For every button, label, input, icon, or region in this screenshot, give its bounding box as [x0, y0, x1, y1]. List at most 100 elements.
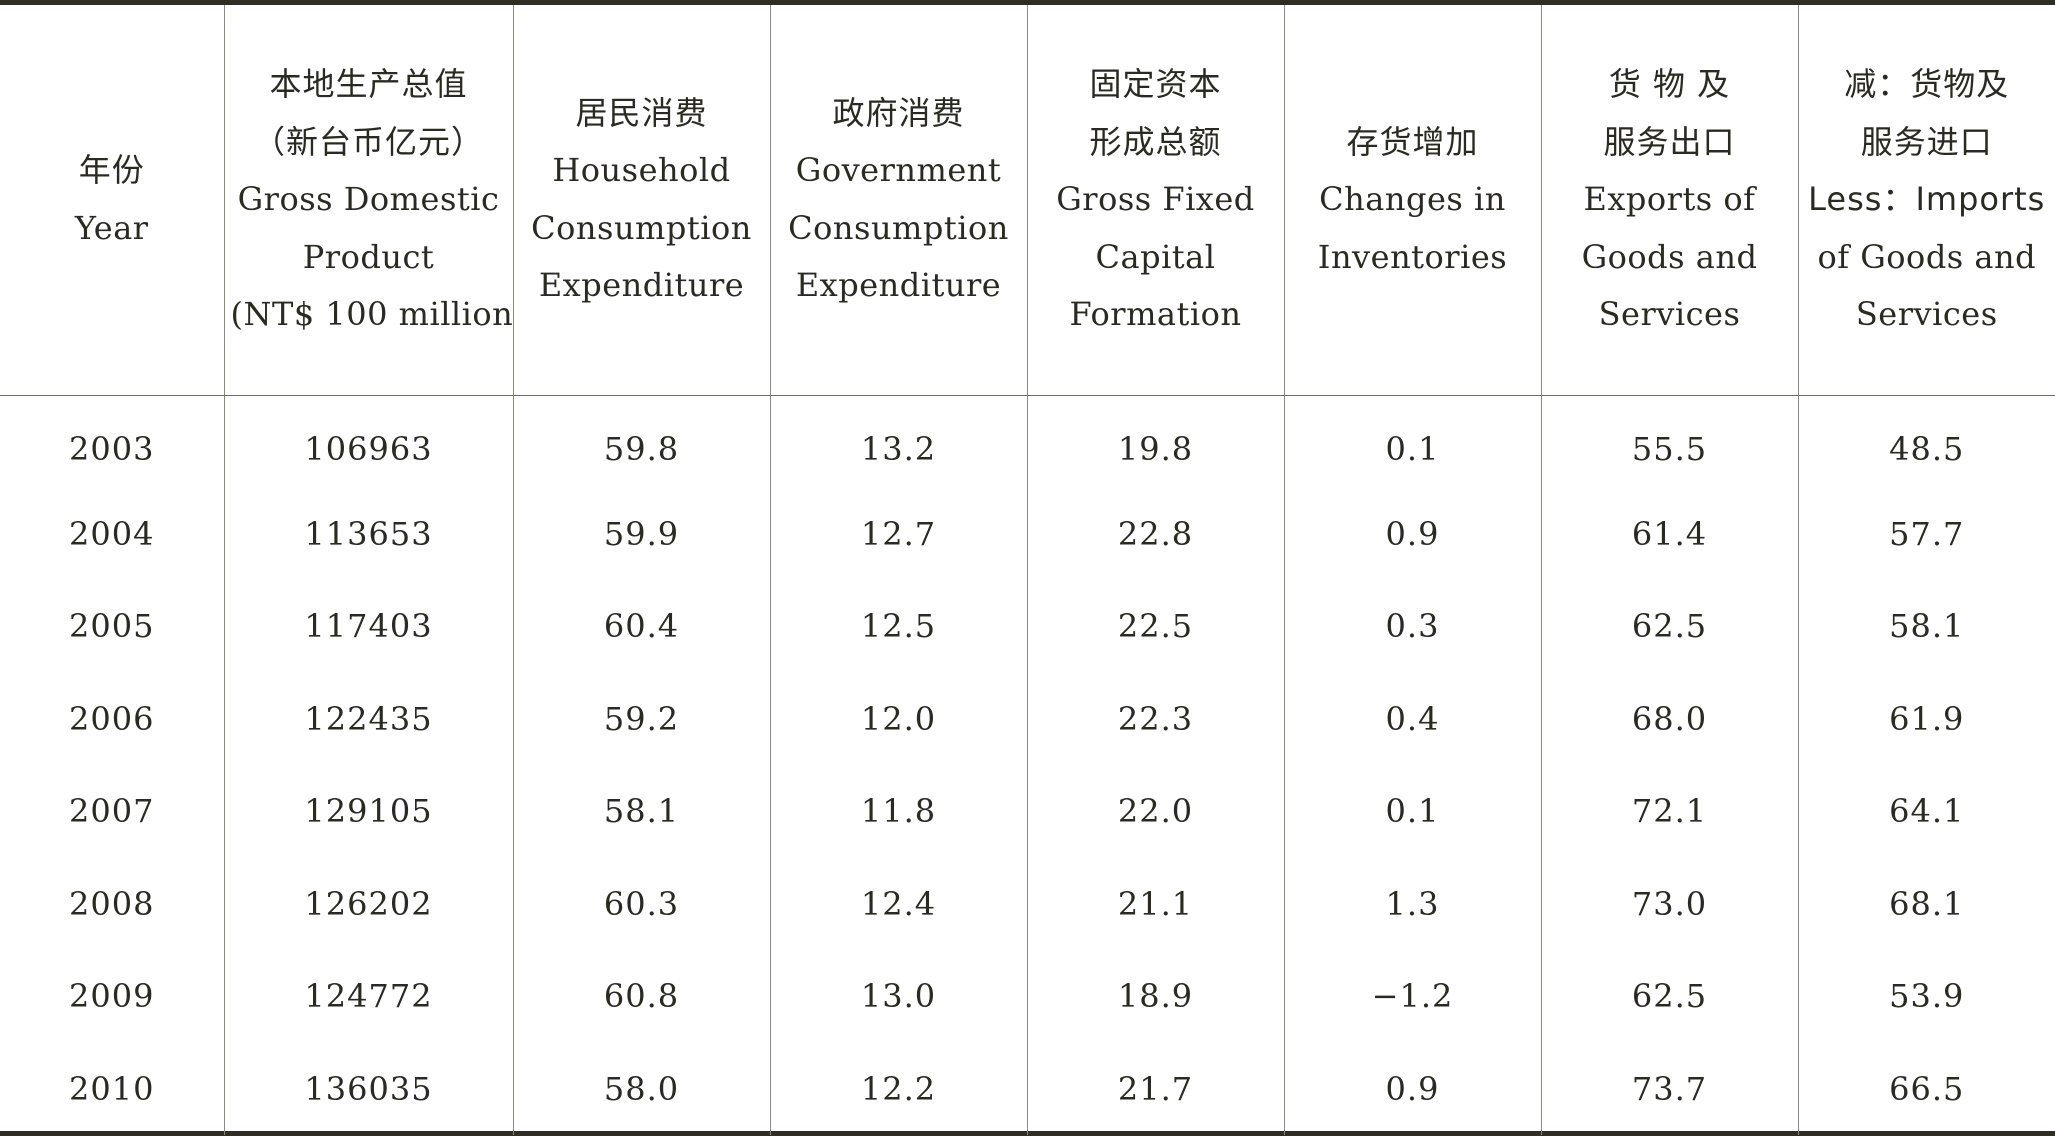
cell-gross-fixed-capital: 22.3: [1027, 672, 1285, 765]
table-row: 2010 136035 58.0 12.2 21.7 0.9 73.7 66.5: [0, 1042, 2055, 1135]
header-gdp: 本地生产总值 （新台币亿元） Gross Domestic Product (NT$ 1…: [224, 5, 514, 396]
header-line: Changes in: [1319, 180, 1506, 218]
header-line: Services: [1598, 295, 1741, 333]
cell-inventories: 0.3: [1284, 580, 1542, 673]
header-line: 固定资本: [1089, 65, 1222, 103]
cell-year: 2003: [0, 395, 225, 488]
cell-year: 2008: [0, 857, 225, 950]
cell-government: 13.2: [770, 395, 1028, 488]
header-line: 货 物 及: [1608, 65, 1731, 103]
cell-government: 12.0: [770, 672, 1028, 765]
header-line: Goods and: [1581, 237, 1758, 276]
header-government-consumption: 政府消费 Government Consumption Expenditure: [770, 5, 1028, 396]
cell-gdp: 117403: [224, 580, 514, 673]
cell-inventories: −1.2: [1284, 950, 1542, 1043]
cell-household: 60.8: [513, 950, 771, 1043]
cell-gross-fixed-capital: 22.5: [1027, 580, 1285, 673]
cell-government: 12.4: [770, 857, 1028, 950]
cell-gdp: 113653: [224, 487, 514, 580]
cell-imports: 66.5: [1889, 1069, 1965, 1108]
table-row: 2004 113653 59.9 12.7 22.8 0.9 61.4 57.7: [0, 487, 2055, 580]
cell-exports: 61.4: [1541, 487, 1799, 580]
cell-year: 2009: [0, 950, 225, 1043]
cell-household: 59.2: [513, 672, 771, 765]
cell-government: 11.8: [770, 765, 1028, 858]
cell-gross-fixed-capital: 22.8: [1027, 487, 1285, 580]
table-header: 年份 Year 本地生产总值 （新台币亿元） Gross Domestic Product…: [0, 5, 2055, 396]
header-line: Expenditure: [795, 266, 1002, 305]
header-line: 服务进口: [1860, 122, 1993, 161]
header-line: Expenditure: [538, 266, 745, 305]
cell-inventories: 0.1: [1284, 395, 1542, 488]
cell-year: 2007: [0, 765, 225, 858]
cell-household: 58.0: [513, 1042, 771, 1135]
header-line: of Goods and: [1817, 237, 2037, 276]
header-line: Inventories: [1317, 237, 1508, 276]
cell-household: 60.4: [513, 580, 771, 673]
header-line: Product: [302, 237, 435, 276]
cell-year: 2004: [0, 487, 225, 580]
table-row: 2007 129105 58.1 11.8 22.0 0.1 72.1 64.1: [0, 765, 2055, 858]
header-line: Consumption: [531, 208, 752, 247]
header-gross-fixed-capital: 固定资本 形成总额 Gross Fixed Capital Formation: [1027, 5, 1285, 396]
cell-household: 59.8: [513, 395, 771, 488]
header-line: 年份: [78, 151, 145, 190]
cell-inventories: 0.4: [1284, 672, 1542, 765]
cell-gdp: 122435: [224, 672, 514, 765]
cell-government: 13.0: [770, 950, 1028, 1043]
table-row: 2003 106963 59.8 13.2 19.8 0.1 55.5 48.5: [0, 395, 2055, 488]
header-line: Government: [795, 151, 1002, 190]
cell-household: 58.1: [513, 765, 771, 858]
header-imports: 减：货物及 服务进口 Less：Imports of Goods and Service…: [1798, 5, 2055, 396]
cell-gdp: 129105: [224, 765, 514, 858]
cell-exports: 73.0: [1541, 857, 1799, 950]
header-household-consumption: 居民消费 Household Consumption Expenditure: [513, 5, 771, 396]
cell-gross-fixed-capital: 22.0: [1027, 765, 1285, 858]
cell-year: 2010: [0, 1042, 225, 1135]
header-line: Gross Fixed: [1056, 180, 1255, 218]
cell-imports: 58.1: [1889, 607, 1965, 646]
cell-year: 2006: [0, 672, 225, 765]
cell-government: 12.5: [770, 580, 1028, 673]
header-line: Household: [552, 151, 731, 190]
header-line: （新台币亿元）: [252, 122, 484, 161]
cell-imports: 48.5: [1889, 429, 1965, 468]
cell-gross-fixed-capital: 21.1: [1027, 857, 1285, 950]
cell-exports: 62.5: [1541, 580, 1799, 673]
cell-exports: 55.5: [1541, 395, 1799, 488]
cell-imports: 57.7: [1889, 514, 1965, 553]
cell-imports: 53.9: [1889, 977, 1965, 1016]
header-line: 减：货物及: [1844, 65, 2010, 103]
header-line: (NT$ 100 million): [230, 295, 513, 333]
cell-inventories: 1.3: [1284, 857, 1542, 950]
cell-gdp: 136035: [224, 1042, 514, 1135]
cell-exports: 68.0: [1541, 672, 1799, 765]
header-line: 服务出口: [1603, 122, 1736, 161]
header-exports: 货 物 及服务出口 Exports of Goods and Services: [1541, 5, 1799, 396]
cell-gdp: 106963: [224, 395, 514, 488]
header-line: Capital: [1095, 237, 1216, 276]
header-year: 年份 Year: [0, 5, 225, 396]
header-line: Exports of: [1583, 180, 1756, 218]
table-row: 2006 122435 59.2 12.0 22.3 0.4 68.0 61.9: [0, 672, 2055, 765]
cell-inventories: 0.1: [1284, 765, 1542, 858]
cell-household: 60.3: [513, 857, 771, 950]
header-line: 居民消费: [575, 93, 708, 132]
cell-imports: 61.9: [1889, 699, 1965, 738]
header-line: Year: [74, 208, 149, 247]
header-row: 年份 Year 本地生产总值 （新台币亿元） Gross Domestic Product…: [0, 5, 2055, 396]
cell-inventories: 0.9: [1284, 1042, 1542, 1135]
cell-gross-fixed-capital: 21.7: [1027, 1042, 1285, 1135]
header-line: 本地生产总值: [269, 65, 468, 103]
header-line: 存货增加: [1346, 122, 1479, 161]
header-line: Less：Imports: [1808, 180, 2046, 218]
table-body: 2003 106963 59.8 13.2 19.8 0.1 55.5 48.5 2004 113…: [0, 395, 2055, 1135]
cell-gdp: 124772: [224, 950, 514, 1043]
cell-gross-fixed-capital: 19.8: [1027, 395, 1285, 488]
cell-gdp: 126202: [224, 857, 514, 950]
cell-imports: 64.1: [1889, 792, 1965, 831]
gdp-expenditure-table: 年份 Year 本地生产总值 （新台币亿元） Gross Domestic Product…: [0, 5, 2055, 1135]
table-row: 2005 117403 60.4 12.5 22.5 0.3 62.5 58.1: [0, 580, 2055, 673]
header-line: Consumption: [788, 208, 1009, 247]
